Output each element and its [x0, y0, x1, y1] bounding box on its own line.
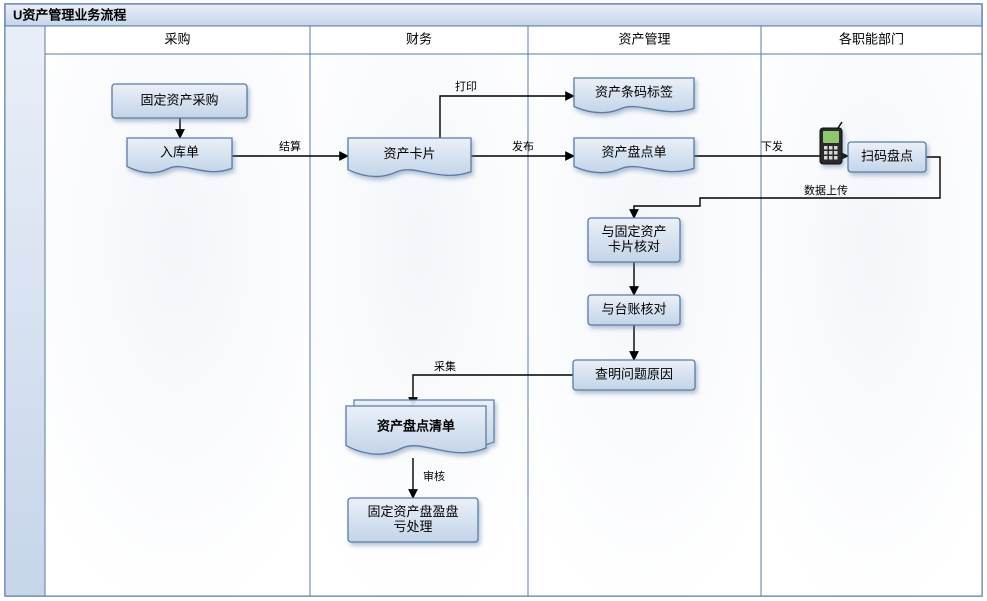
edge-label-n9-n10: 审核	[423, 469, 445, 483]
node-text-n11: 扫码盘点	[861, 148, 913, 163]
lane-label-purchase: 采购	[164, 31, 190, 46]
node-text-n3: 资产卡片	[383, 146, 435, 161]
edge-label-n3-n5: 发布	[512, 139, 534, 153]
node-text-n6-line1: 卡片核对	[608, 239, 660, 254]
node-text-n5: 资产盘点单	[601, 145, 666, 160]
node-text-n6-line0: 与固定资产	[601, 224, 666, 239]
scanner-icon	[820, 122, 842, 164]
node-text-n4: 资产条码标签	[595, 85, 673, 100]
node-n9: 资产盘点清单	[346, 400, 494, 454]
node-text-n10-line1: 亏处理	[393, 519, 432, 534]
node-n7: 与台账核对	[588, 295, 680, 325]
node-n1: 固定资产采购	[112, 84, 247, 118]
node-text-n7: 与台账核对	[601, 301, 666, 316]
diagram-title: U资产管理业务流程	[13, 7, 126, 22]
node-n10: 固定资产盘盈盘亏处理	[348, 498, 478, 542]
node-text-n10-line0: 固定资产盘盈盘	[367, 504, 458, 519]
flowchart-canvas: U资产管理业务流程采购财务资产管理各职能部门结算打印发布下发数据上传采集审核固定…	[0, 0, 987, 601]
lane-label-assetmgmt: 资产管理	[618, 31, 670, 46]
edge-label-n2-n3: 结算	[279, 139, 301, 153]
pool-sidebar	[5, 26, 45, 596]
edge-label-n5-n11: 下发	[761, 139, 783, 153]
node-text-n8: 查明问题原因	[595, 366, 673, 381]
lane-label-finance: 财务	[406, 31, 432, 46]
lane-body-depts	[761, 54, 982, 596]
edge-label-n11-n6: 数据上传	[804, 183, 848, 197]
node-text-n1: 固定资产采购	[140, 92, 218, 107]
node-n6: 与固定资产卡片核对	[588, 218, 680, 262]
lane-label-depts: 各职能部门	[839, 31, 904, 46]
node-n8: 查明问题原因	[573, 360, 695, 390]
edge-label-n8-n9: 采集	[434, 359, 456, 373]
lane-body-purchase	[45, 54, 310, 596]
edge-label-n3-n4: 打印	[455, 79, 477, 93]
node-text-n9: 资产盘点清单	[377, 418, 455, 433]
node-text-n2: 入库单	[160, 145, 199, 160]
title-bar	[5, 4, 982, 26]
